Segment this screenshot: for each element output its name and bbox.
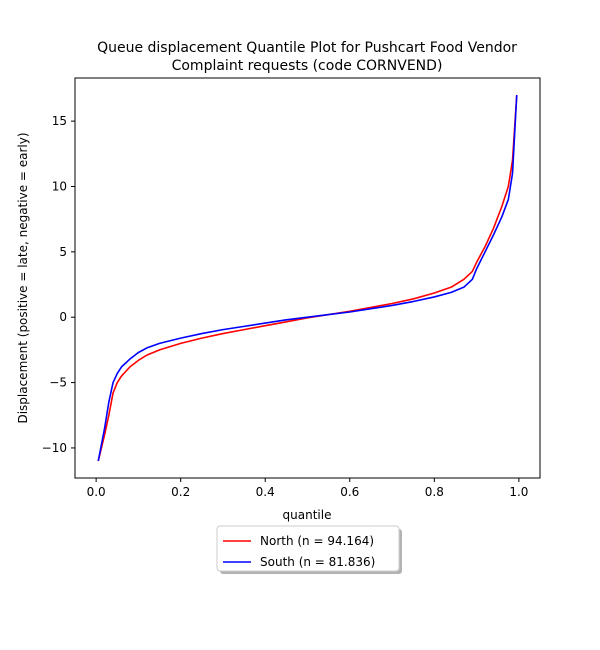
x-tick-label: 0.2 [171,485,190,499]
chart-title-line-1: Queue displacement Quantile Plot for Pus… [97,40,517,56]
x-tick-label: 1.0 [509,485,528,499]
y-axis-label: Displacement (positive = late, negative … [16,132,30,423]
x-tick-label: 0.8 [425,485,444,499]
x-tick-label: 0.0 [87,485,106,499]
series-line-north [97,94,518,462]
y-axis-ticks: −10 −5 0 5 10 15 [42,114,75,455]
chart-title: Queue displacement Quantile Plot for Pus… [97,40,517,74]
y-tick-label: −5 [49,376,67,390]
legend: North (n = 94.164) South (n = 81.836) [216,525,402,574]
x-axis-ticks: 0.0 0.2 0.4 0.6 0.8 1.0 [87,478,528,499]
legend-label: South (n = 81.836) [260,555,375,569]
x-tick-label: 0.6 [340,485,359,499]
y-tick-label: 0 [59,310,67,324]
legend-box [216,525,400,572]
series-line-south [97,94,518,462]
legend-label: North (n = 94.164) [260,534,374,548]
plot-lines [97,94,518,462]
y-tick-label: −10 [42,441,67,455]
plot-area-frame [74,77,541,479]
x-axis-label: quantile [283,508,332,522]
y-tick-label: 5 [59,245,67,259]
y-tick-label: 10 [52,179,67,193]
x-tick-label: 0.4 [256,485,275,499]
chart-title-line-2: Complaint requests (code CORNVEND) [172,58,443,74]
y-tick-label: 15 [52,114,67,128]
